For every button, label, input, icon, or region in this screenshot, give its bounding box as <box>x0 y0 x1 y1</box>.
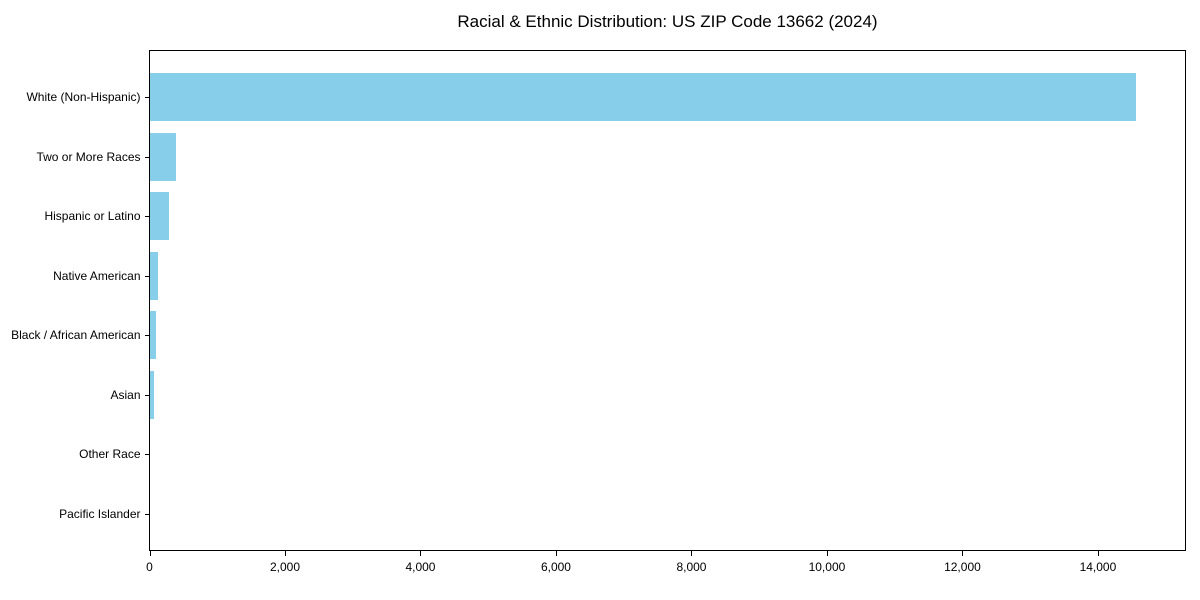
y-axis-tick <box>144 335 150 337</box>
x-axis-tick <box>555 551 557 556</box>
x-axis-tick <box>826 551 828 556</box>
bar-hispanic-or-latino <box>150 192 169 241</box>
y-tick-label: Hispanic or Latino <box>44 209 141 224</box>
x-tick-label: 0 <box>146 560 153 574</box>
y-tick-label: Black / African American <box>11 328 141 343</box>
x-axis-tick <box>1097 551 1099 556</box>
x-tick-label: 4,000 <box>405 560 436 574</box>
y-tick-label: Other Race <box>79 447 141 462</box>
y-tick-label: Pacific Islander <box>59 506 141 521</box>
x-axis-tick <box>691 551 693 556</box>
y-axis-tick <box>144 156 150 158</box>
x-tick-label: 14,000 <box>1079 560 1117 574</box>
y-axis-tick <box>144 454 150 456</box>
y-tick-label: Native American <box>53 268 141 283</box>
y-tick-label: White (Non-Hispanic) <box>26 90 141 104</box>
x-axis-tick <box>149 551 151 556</box>
bar-native-american <box>150 251 159 300</box>
x-tick-label: 10,000 <box>808 560 846 574</box>
bar-black-african-american <box>150 311 156 360</box>
x-tick-label: 8,000 <box>676 560 707 574</box>
y-tick-label: Asian <box>110 387 141 402</box>
y-axis-tick <box>144 216 150 218</box>
y-tick-label: Two or More Races <box>36 149 141 164</box>
x-tick-label: 2,000 <box>269 560 300 574</box>
bar-two-or-more-races <box>150 132 176 181</box>
plot-area <box>149 50 1186 551</box>
x-axis-tick <box>962 551 964 556</box>
chart-title: Racial & Ethnic Distribution: US ZIP Cod… <box>457 12 878 31</box>
y-axis-tick <box>144 275 150 277</box>
x-tick-label: 12,000 <box>944 560 981 574</box>
y-axis-tick <box>144 513 150 515</box>
y-axis-tick <box>144 394 150 396</box>
x-axis-tick <box>284 551 286 556</box>
x-axis-tick <box>420 551 422 556</box>
bar-white-non-hispanic <box>150 73 1137 121</box>
y-axis-tick <box>144 97 150 98</box>
x-tick-label: 6,000 <box>540 560 571 574</box>
bar-asian <box>150 370 154 419</box>
